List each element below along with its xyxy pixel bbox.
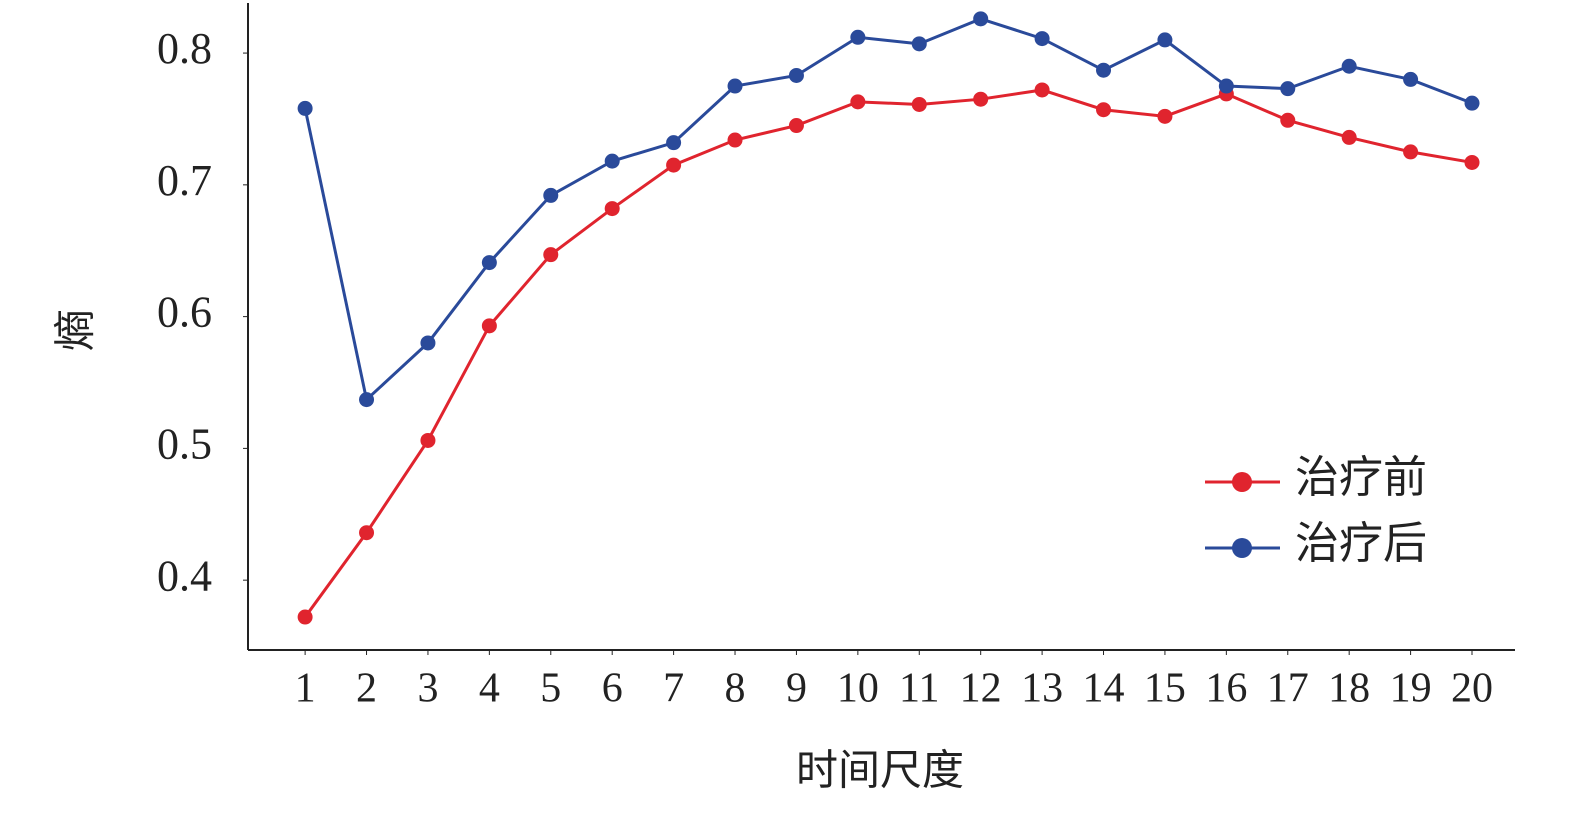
x-tick-label: 16 bbox=[1205, 666, 1247, 712]
point bbox=[604, 153, 620, 169]
x-tick-label: 20 bbox=[1451, 666, 1493, 712]
x-axis-label: 时间尺度 bbox=[796, 749, 964, 795]
point bbox=[1157, 32, 1173, 48]
point bbox=[420, 335, 436, 351]
x-tick-label: 15 bbox=[1144, 666, 1186, 712]
point bbox=[911, 36, 927, 52]
point bbox=[1096, 62, 1112, 78]
point bbox=[297, 100, 313, 116]
point bbox=[1403, 71, 1419, 87]
point bbox=[543, 187, 559, 203]
legend-label: 治疗后 bbox=[1295, 519, 1427, 568]
point bbox=[666, 135, 682, 151]
x-tick-label: 5 bbox=[540, 666, 561, 712]
legend-marker bbox=[1232, 472, 1252, 492]
point bbox=[1034, 82, 1050, 98]
point bbox=[1280, 81, 1296, 97]
y-tick-label: 0.4 bbox=[157, 551, 212, 600]
x-tick-label: 10 bbox=[837, 666, 879, 712]
point bbox=[973, 11, 989, 27]
series-line bbox=[303, 17, 1473, 403]
point bbox=[1096, 102, 1112, 118]
point bbox=[1403, 144, 1419, 160]
x-tick-label: 13 bbox=[1021, 666, 1063, 712]
x-tick-label: 14 bbox=[1083, 666, 1125, 712]
point bbox=[1280, 112, 1296, 128]
y-tick-label: 0.5 bbox=[157, 419, 212, 468]
x-tick-label: 7 bbox=[663, 666, 684, 712]
x-tick-label: 19 bbox=[1390, 666, 1432, 712]
point bbox=[1341, 129, 1357, 145]
point bbox=[850, 94, 866, 110]
point bbox=[973, 91, 989, 107]
x-tick-label: 9 bbox=[786, 666, 807, 712]
point bbox=[481, 318, 497, 334]
point bbox=[1034, 31, 1050, 47]
x-tick-label: 17 bbox=[1267, 666, 1309, 712]
point bbox=[420, 432, 436, 448]
legend-marker bbox=[1232, 538, 1252, 558]
point bbox=[727, 132, 743, 148]
point bbox=[911, 96, 927, 112]
x-tick-label: 8 bbox=[725, 666, 746, 712]
point bbox=[543, 247, 559, 263]
x-tick-label: 2 bbox=[356, 666, 377, 712]
point bbox=[481, 255, 497, 271]
point bbox=[1464, 154, 1480, 170]
point bbox=[604, 201, 620, 217]
point bbox=[666, 157, 682, 173]
point bbox=[359, 392, 375, 408]
y-axis-label: 熵 bbox=[53, 309, 100, 351]
point bbox=[359, 525, 375, 541]
x-tick-label: 18 bbox=[1328, 666, 1370, 712]
point bbox=[850, 29, 866, 45]
x-tick-label: 11 bbox=[899, 666, 939, 712]
point bbox=[1341, 58, 1357, 74]
point bbox=[1157, 108, 1173, 124]
x-tick-label: 4 bbox=[479, 666, 500, 712]
y-tick-label: 0.7 bbox=[157, 156, 212, 205]
point bbox=[788, 67, 804, 83]
series-line bbox=[303, 88, 1473, 618]
point bbox=[1464, 95, 1480, 111]
x-tick-label: 12 bbox=[960, 666, 1002, 712]
x-tick-label: 1 bbox=[295, 666, 316, 712]
y-tick-label: 0.8 bbox=[157, 24, 212, 73]
x-tick-label: 3 bbox=[417, 666, 438, 712]
point bbox=[788, 118, 804, 134]
point bbox=[727, 78, 743, 94]
point bbox=[297, 609, 313, 625]
x-tick-label: 6 bbox=[602, 666, 623, 712]
legend-label: 治疗前 bbox=[1295, 453, 1427, 502]
point bbox=[1218, 78, 1234, 94]
y-tick-label: 0.6 bbox=[157, 288, 212, 337]
